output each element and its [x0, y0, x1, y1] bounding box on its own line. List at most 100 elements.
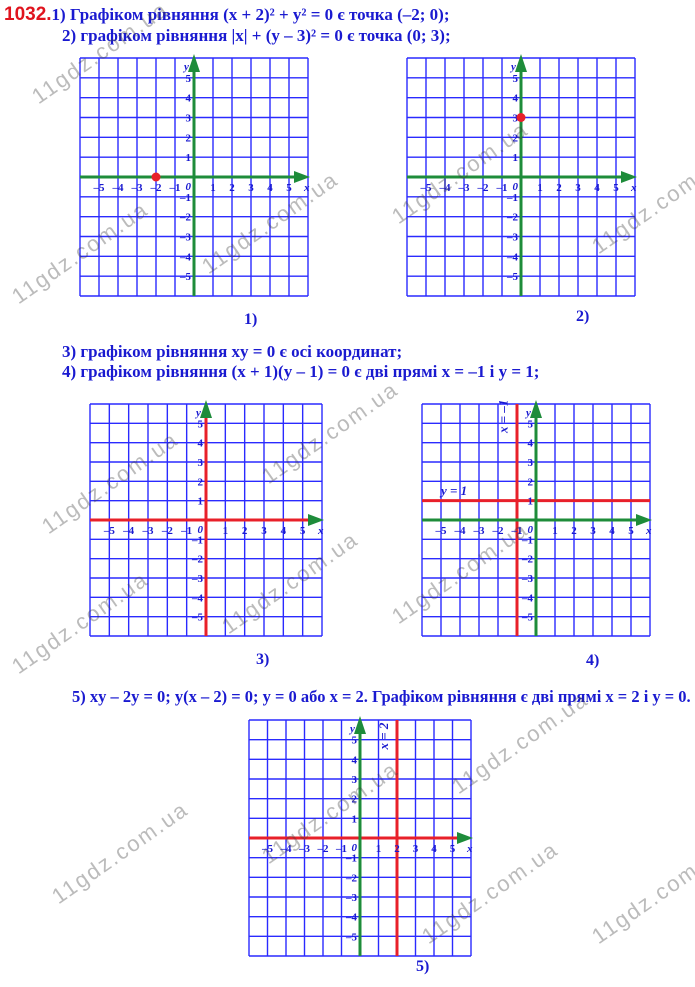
x-axis-arrow-icon [457, 832, 473, 844]
y-tick-label: –5 [521, 612, 534, 624]
x-tick-label: 2 [394, 843, 400, 855]
x-tick-label: –5 [93, 182, 106, 194]
solution-text-4: 4) графіком рівняння (x + 1)(y – 1) = 0 … [62, 362, 540, 381]
graph-1: –5 –4 –3 –2 –1 1 2 3 4 5 –5 –4 –3 –2 –1 1 2 3 4 5 0 x y [79, 54, 310, 297]
x-tick-label: –5 [435, 525, 448, 537]
coordinate-plane: –5 –4 –3 –2 –1 1 2 3 4 5 –5 –4 –3 –2 –1 1 2 3 4 5 0 x y [406, 54, 637, 297]
graph-2: –5 –4 –3 –2 –1 1 2 3 4 5 –5 –4 –3 –2 –1 1 2 3 4 5 0 x y [406, 54, 637, 297]
x-tick-label: –5 [261, 843, 274, 855]
x-tick-label: 4 [267, 182, 273, 194]
x-tick-label: 4 [431, 843, 437, 855]
x-tick-label: –3 [142, 525, 155, 537]
y-tick-label: 4 [352, 754, 358, 766]
x-tick-label: –4 [454, 525, 467, 537]
origin-label: 0 [528, 524, 534, 536]
y-tick-label: 1 [528, 496, 534, 508]
x-tick-label: –1 [180, 525, 192, 537]
line-equation-label: x = 2 [376, 722, 391, 750]
x-tick-label: 1 [223, 525, 229, 537]
solution-text-2: 2) графіком рівняння |x| + (y – 3)² = 0 … [62, 26, 451, 45]
y-tick-label: 5 [198, 418, 204, 430]
y-tick-label: –3 [506, 232, 519, 244]
y-axis-label: y [509, 61, 516, 73]
origin-label: 0 [186, 181, 192, 193]
y-tick-label: 2 [513, 132, 519, 144]
y-tick-label: –5 [506, 271, 519, 283]
x-tick-label: –3 [458, 182, 471, 194]
x-axis-label: x [645, 525, 652, 537]
x-tick-label: –3 [473, 525, 486, 537]
graph-2-label: 2) [576, 308, 590, 325]
x-tick-label: –4 [280, 843, 293, 855]
coordinate-plane: –5 –4 –3 –2 –1 1 2 3 4 5 –5 –4 –3 –2 –1 1 2 3 4 5 0 x y y = 1 x … [421, 400, 652, 637]
x-tick-label: 5 [300, 525, 306, 537]
graph-point [151, 172, 161, 182]
x-tick-label: 2 [229, 182, 235, 194]
origin-label: 0 [198, 524, 204, 536]
x-axis-label: x [303, 182, 310, 194]
x-axis-label: x [630, 182, 637, 194]
y-tick-label: –1 [191, 534, 203, 546]
y-tick-label: 1 [198, 496, 204, 508]
x-tick-label: –3 [298, 843, 311, 855]
graph-5-label: 5) [416, 958, 430, 975]
y-tick-label: 2 [186, 132, 192, 144]
x-tick-label: 5 [628, 525, 634, 537]
graph-4: –5 –4 –3 –2 –1 1 2 3 4 5 –5 –4 –3 –2 –1 1 2 3 4 5 0 x y y = 1 x … [421, 400, 652, 637]
y-axis-arrow-icon [188, 54, 200, 72]
y-tick-label: –2 [191, 554, 204, 566]
y-tick-label: –4 [345, 912, 358, 924]
y-tick-label: –3 [521, 573, 534, 585]
y-tick-label: 5 [528, 418, 534, 430]
y-tick-label: –2 [179, 212, 192, 224]
x-tick-label: –2 [150, 182, 163, 194]
graph-point [516, 113, 526, 122]
x-tick-label: 4 [609, 525, 615, 537]
x-axis-arrow-icon [308, 514, 324, 526]
y-tick-label: 1 [352, 813, 358, 825]
x-tick-label: 3 [261, 525, 267, 537]
x-tick-label: –1 [496, 182, 508, 194]
coordinate-plane: –5 –4 –3 –2 –1 1 2 3 4 5 –5 –4 –3 –2 –1 1 2 3 4 5 0 x y [89, 400, 324, 637]
y-tick-label: 3 [198, 457, 204, 469]
x-tick-label: 3 [248, 182, 254, 194]
y-tick-label: 4 [513, 93, 519, 105]
problem-line-1: 1032.1) Графіком рівняння (x + 2)² + y² … [4, 4, 450, 26]
y-tick-label: 5 [186, 73, 192, 85]
x-axis-label: x [317, 525, 324, 537]
y-tick-label: –1 [345, 853, 357, 865]
x-tick-label: –2 [161, 525, 174, 537]
x-tick-label: 2 [242, 525, 248, 537]
x-tick-label: 1 [537, 182, 543, 194]
x-axis-label: x [466, 843, 473, 855]
line-equation-label: y = 1 [439, 483, 467, 498]
y-tick-label: –5 [191, 612, 204, 624]
y-tick-label: –5 [345, 931, 358, 943]
solution-text-5: 5) xy – 2y = 0; y(x – 2) = 0; y = 0 або … [72, 687, 691, 706]
y-tick-label: 3 [352, 774, 358, 786]
y-tick-label: 2 [198, 476, 204, 488]
x-tick-label: –4 [439, 182, 452, 194]
y-axis-label: y [194, 407, 201, 419]
x-tick-label: –5 [420, 182, 433, 194]
y-axis-arrow-icon [530, 400, 542, 418]
x-tick-label: 2 [571, 525, 577, 537]
x-tick-label: –1 [169, 182, 181, 194]
y-tick-label: –3 [191, 573, 204, 585]
x-tick-label: 2 [556, 182, 562, 194]
y-axis-label: y [348, 723, 355, 735]
y-axis-label: y [524, 407, 531, 419]
graph-3-label: 3) [256, 651, 270, 668]
origin-label: 0 [513, 181, 519, 193]
graph-3: –5 –4 –3 –2 –1 1 2 3 4 5 –5 –4 –3 –2 –1 1 2 3 4 5 0 x y [89, 400, 324, 637]
x-tick-label: 1 [376, 843, 382, 855]
y-tick-label: –2 [521, 554, 534, 566]
line-equation-label: x = –1 [496, 400, 511, 434]
y-axis-arrow-icon [515, 54, 527, 72]
y-axis-arrow-icon [354, 716, 366, 734]
y-axis-arrow-icon [200, 400, 212, 418]
y-tick-label: 5 [352, 735, 358, 747]
x-tick-label: 1 [552, 525, 558, 537]
y-tick-label: 1 [513, 152, 519, 164]
y-tick-label: –1 [521, 534, 533, 546]
